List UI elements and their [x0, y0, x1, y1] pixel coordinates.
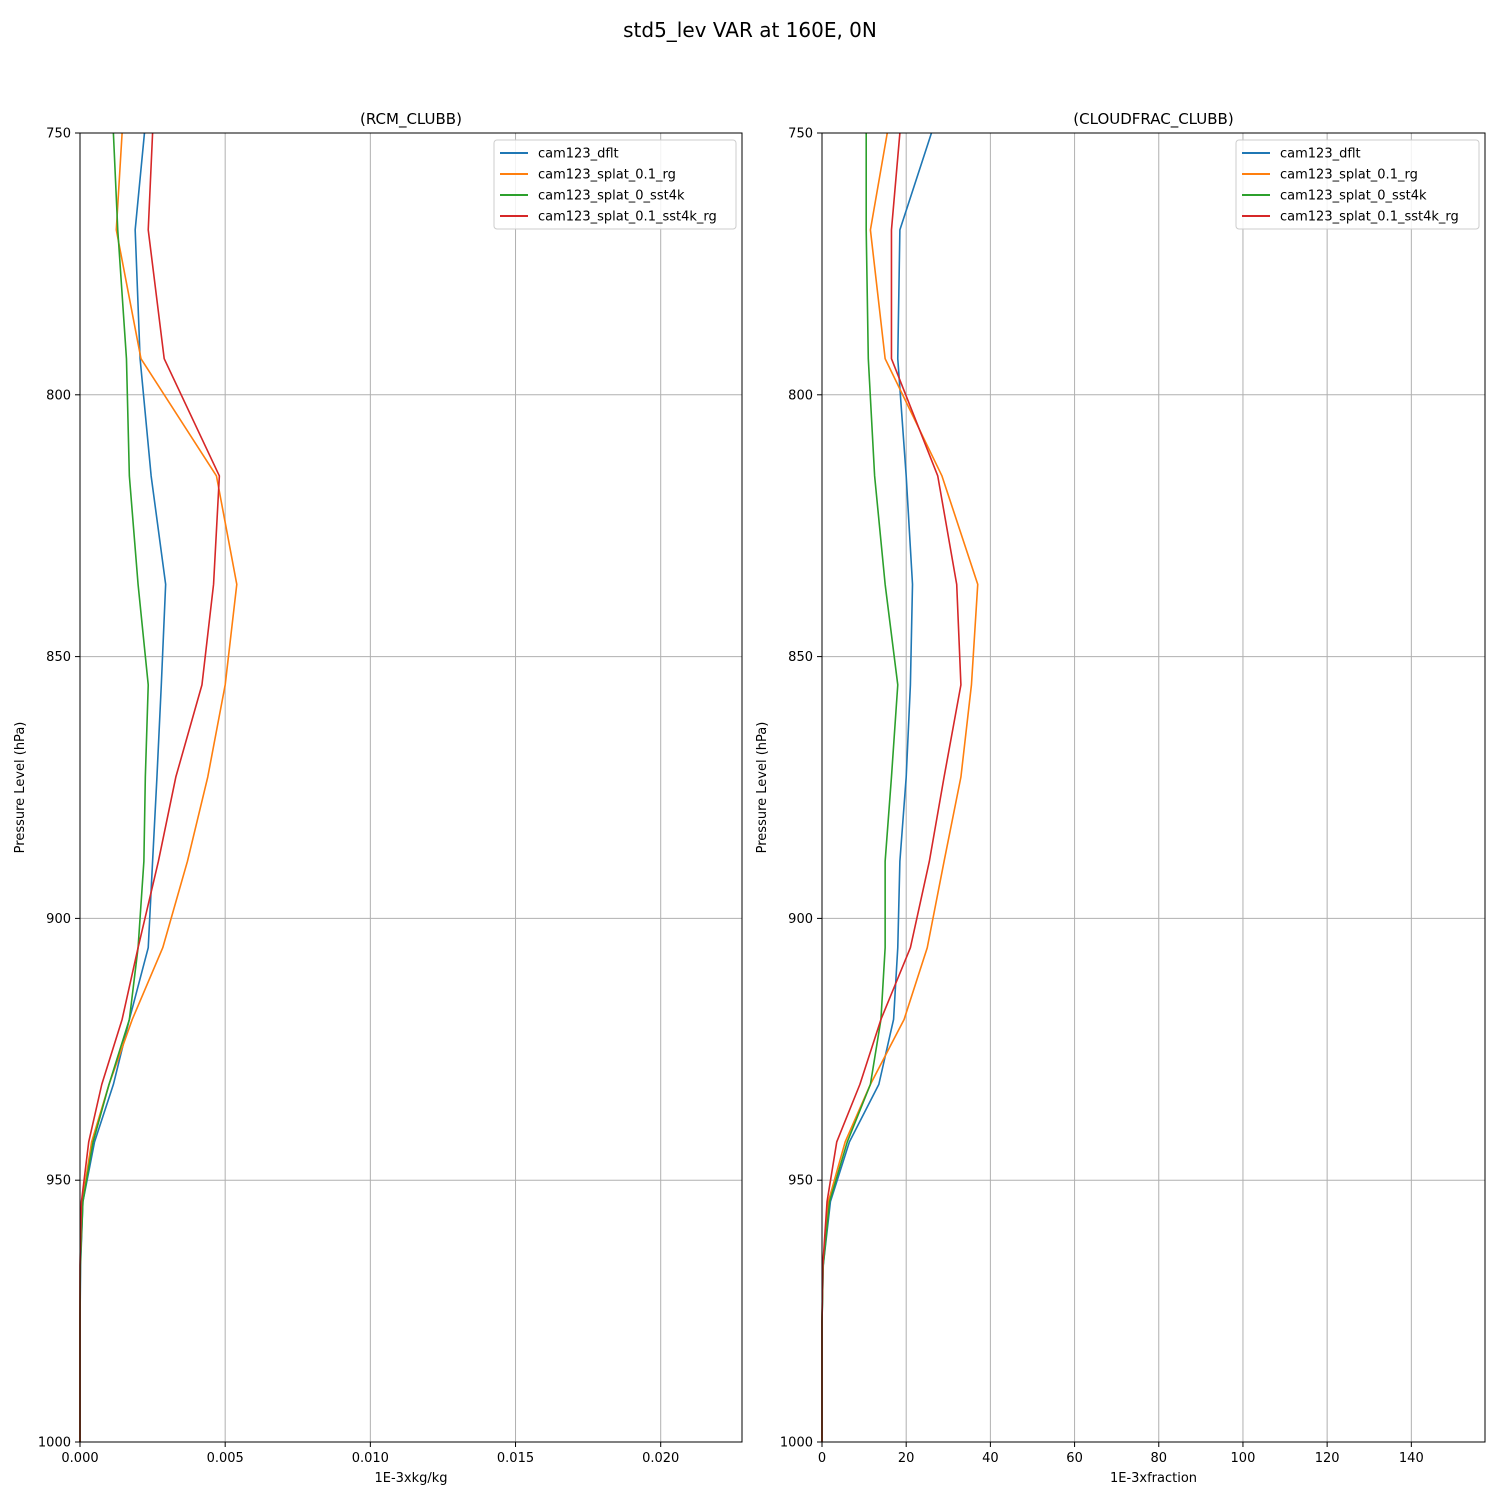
y-tick-label: 850: [46, 650, 71, 665]
x-tick-label: 0.015: [497, 1451, 534, 1466]
legend-label-cam123_splat_0_sst4k: cam123_splat_0_sst4k: [538, 189, 685, 204]
x-axis-label: 1E-3xkg/kg: [374, 1471, 447, 1486]
panel-title: (RCM_CLUBB): [360, 110, 462, 129]
x-tick-label: 60: [1066, 1451, 1083, 1466]
x-tick-label: 0.005: [207, 1451, 244, 1466]
panel-title: (CLOUDFRAC_CLUBB): [1073, 110, 1233, 129]
x-axis-label: 1E-3xfraction: [1110, 1471, 1197, 1486]
y-tick-label: 950: [46, 1174, 71, 1189]
y-tick-label: 900: [46, 912, 71, 927]
figure-title: std5_lev VAR at 160E, 0N: [623, 18, 877, 42]
x-tick-label: 20: [898, 1451, 915, 1466]
y-axis-label: Pressure Level (hPa): [755, 722, 770, 854]
y-axis-label: Pressure Level (hPa): [13, 722, 28, 854]
legend-label-cam123_splat_0.1_rg: cam123_splat_0.1_rg: [538, 168, 676, 183]
x-tick-label: 80: [1150, 1451, 1167, 1466]
y-tick-label: 800: [788, 388, 813, 403]
x-tick-label: 0.000: [61, 1451, 98, 1466]
x-tick-label: 40: [982, 1451, 999, 1466]
axes-frame: [821, 132, 1486, 1443]
y-tick-label: 750: [788, 127, 813, 142]
y-tick-label: 1000: [780, 1436, 813, 1451]
legend-label-cam123_splat_0.1_rg: cam123_splat_0.1_rg: [1280, 168, 1418, 183]
panel-2: 0 20 40 60 80 100 120 140 750 800 850 900 950 1000 (CL…: [755, 110, 1486, 1486]
legend-label-cam123_splat_0.1_sst4k_rg: cam123_splat_0.1_sst4k_rg: [538, 210, 717, 225]
y-tick-label: 750: [46, 127, 71, 142]
y-tick-label: 1000: [38, 1436, 71, 1451]
x-tick-label: 0.020: [642, 1451, 679, 1466]
legend: cam123_dflt cam123_splat_0.1_rg cam123_spl…: [493, 139, 737, 230]
legend-box: [493, 139, 737, 230]
legend: cam123_dflt cam123_splat_0.1_rg cam123_spl…: [1235, 139, 1480, 230]
legend-label-cam123_splat_0_sst4k: cam123_splat_0_sst4k: [1280, 189, 1427, 204]
y-tick-label: 800: [46, 388, 71, 403]
y-tick-label: 950: [788, 1174, 813, 1189]
axes-frame: [79, 132, 743, 1443]
legend-box: [1235, 139, 1480, 230]
legend-label-cam123_splat_0.1_sst4k_rg: cam123_splat_0.1_sst4k_rg: [1280, 210, 1459, 225]
x-tick-label: 140: [1399, 1451, 1424, 1466]
x-tick-label: 100: [1231, 1451, 1256, 1466]
y-tick-label: 850: [788, 650, 813, 665]
y-tick-label: 900: [788, 912, 813, 927]
panel-1: 0.000 0.005 0.010 0.015 0.020 750 800 850 900 950…: [13, 110, 743, 1486]
legend-label-cam123_dflt: cam123_dflt: [1280, 147, 1361, 162]
legend-label-cam123_dflt: cam123_dflt: [538, 147, 619, 162]
x-tick-label: 0: [818, 1451, 826, 1466]
x-tick-label: 0.010: [352, 1451, 389, 1466]
x-tick-label: 120: [1315, 1451, 1340, 1466]
